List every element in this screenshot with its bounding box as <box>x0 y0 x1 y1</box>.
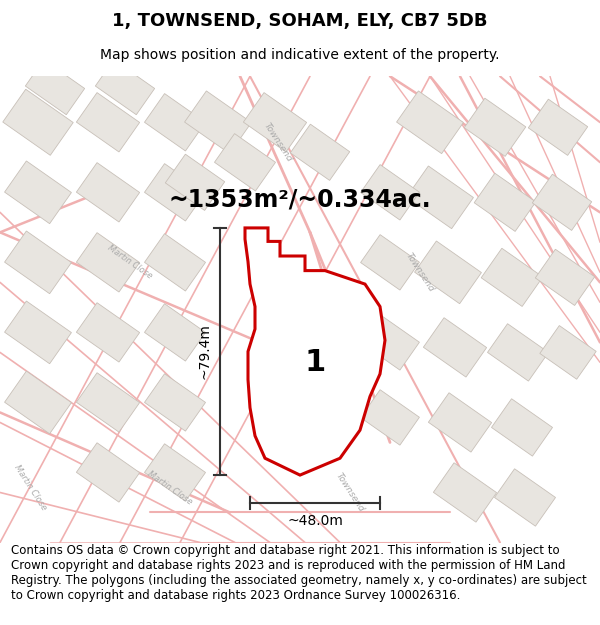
Polygon shape <box>145 234 206 291</box>
Text: 1: 1 <box>304 348 326 378</box>
Text: ~1353m²/~0.334ac.: ~1353m²/~0.334ac. <box>169 188 431 212</box>
Text: ~48.0m: ~48.0m <box>287 514 343 528</box>
Polygon shape <box>145 94 206 151</box>
Polygon shape <box>361 390 419 445</box>
Polygon shape <box>25 60 85 115</box>
Text: Townsend: Townsend <box>262 121 294 164</box>
Text: 1, TOWNSEND, SOHAM, ELY, CB7 5DB: 1, TOWNSEND, SOHAM, ELY, CB7 5DB <box>112 12 488 31</box>
Polygon shape <box>428 392 491 452</box>
Polygon shape <box>166 154 224 211</box>
Polygon shape <box>361 314 419 370</box>
Polygon shape <box>185 91 251 154</box>
Polygon shape <box>76 442 140 502</box>
Polygon shape <box>214 134 275 191</box>
Polygon shape <box>5 301 71 364</box>
Polygon shape <box>494 469 556 526</box>
Polygon shape <box>487 324 548 381</box>
Polygon shape <box>5 161 71 224</box>
Text: Townsend: Townsend <box>404 251 436 294</box>
Polygon shape <box>361 234 419 290</box>
Polygon shape <box>407 166 473 229</box>
Polygon shape <box>95 60 155 115</box>
Text: Martin Close: Martin Close <box>106 244 154 281</box>
Polygon shape <box>145 164 206 221</box>
Polygon shape <box>145 374 206 431</box>
Polygon shape <box>535 249 595 306</box>
Polygon shape <box>3 89 73 155</box>
Polygon shape <box>491 399 553 456</box>
Polygon shape <box>290 124 350 181</box>
Polygon shape <box>361 164 419 220</box>
Polygon shape <box>397 91 463 154</box>
Polygon shape <box>76 162 140 222</box>
Polygon shape <box>76 302 140 362</box>
Text: Contains OS data © Crown copyright and database right 2021. This information is : Contains OS data © Crown copyright and d… <box>11 544 587 602</box>
Text: Martin Close: Martin Close <box>12 463 48 512</box>
Text: Map shows position and indicative extent of the property.: Map shows position and indicative extent… <box>100 48 500 62</box>
Polygon shape <box>145 304 206 361</box>
Polygon shape <box>5 231 71 294</box>
Polygon shape <box>5 371 71 434</box>
Polygon shape <box>245 228 385 475</box>
Polygon shape <box>540 326 596 379</box>
Polygon shape <box>481 248 543 306</box>
Polygon shape <box>76 232 140 292</box>
Text: ~79.4m: ~79.4m <box>197 324 211 379</box>
Polygon shape <box>529 99 587 156</box>
Polygon shape <box>76 372 140 432</box>
Polygon shape <box>415 241 481 304</box>
Polygon shape <box>532 174 592 231</box>
Polygon shape <box>464 98 526 156</box>
Polygon shape <box>424 318 487 377</box>
Polygon shape <box>244 92 307 152</box>
Text: Townsend: Townsend <box>334 471 366 514</box>
Polygon shape <box>433 462 497 522</box>
Polygon shape <box>474 173 536 231</box>
Polygon shape <box>145 444 206 501</box>
Polygon shape <box>76 92 140 152</box>
Text: Martin Close: Martin Close <box>146 469 194 506</box>
